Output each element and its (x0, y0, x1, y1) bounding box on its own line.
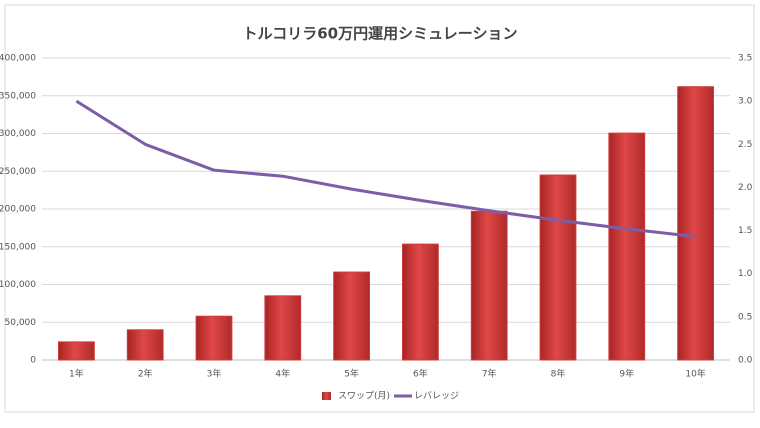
bar (677, 86, 714, 361)
bar (333, 271, 370, 361)
bar (539, 174, 577, 361)
bar (195, 315, 233, 361)
y2-tick-label: 2.0 (738, 183, 753, 193)
bar (402, 243, 439, 361)
y-tick-label: 100,000 (0, 280, 36, 290)
x-tick-label: 3年 (207, 368, 222, 380)
x-tick-label: 2年 (138, 368, 153, 380)
bar (608, 132, 646, 361)
y2-tick-label: 3.5 (738, 54, 752, 64)
y2-tick-label: 1.0 (738, 269, 753, 279)
bar (126, 329, 164, 361)
legend-swatch (322, 392, 331, 400)
line (75, 99, 696, 239)
x-tick-label: 1年 (69, 368, 84, 380)
y2-tick-label: 2.5 (738, 140, 752, 150)
x-tick-label: 5年 (344, 368, 359, 380)
y2-tick-label: 3.0 (738, 97, 753, 107)
bar (470, 210, 508, 361)
y-tick-label: 250,000 (0, 167, 36, 177)
x-tick-label: 9年 (619, 368, 634, 380)
bar (264, 295, 302, 361)
x-tick-label: 8年 (551, 368, 566, 380)
bar (58, 341, 95, 361)
y-tick-label: 150,000 (0, 242, 36, 252)
chart-title: トルコリラ60万円運用シミュレーション (243, 25, 518, 43)
y-tick-label: 50,000 (5, 318, 37, 328)
y2-tick-label: 0.0 (738, 356, 753, 366)
x-tick-label: 7年 (482, 368, 497, 380)
y2-tick-label: 0.5 (738, 312, 752, 322)
x-tick-label: 10年 (685, 368, 705, 380)
y-tick-label: 400,000 (0, 54, 36, 64)
y-tick-label: 300,000 (0, 129, 36, 139)
x-tick-label: 6年 (413, 368, 428, 380)
y-tick-label: 350,000 (0, 91, 36, 101)
x-tick-label: 4年 (275, 368, 290, 380)
legend-label: スワップ(月) (338, 391, 390, 402)
y-tick-label: 200,000 (0, 205, 36, 215)
legend-label: レバレッジ (414, 391, 459, 402)
y-tick-label: 0 (30, 356, 36, 366)
y2-tick-label: 1.5 (738, 226, 752, 236)
